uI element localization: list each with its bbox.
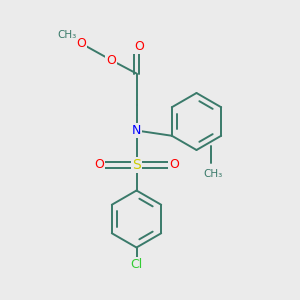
Text: O: O	[76, 37, 86, 50]
Text: O: O	[94, 158, 104, 172]
Text: N: N	[132, 124, 141, 137]
Text: Cl: Cl	[130, 258, 142, 272]
Text: CH₃: CH₃	[203, 169, 223, 179]
Text: O: O	[106, 53, 116, 67]
Text: CH₃: CH₃	[58, 29, 77, 40]
Text: O: O	[169, 158, 179, 172]
Text: S: S	[132, 158, 141, 172]
Text: O: O	[135, 40, 144, 53]
